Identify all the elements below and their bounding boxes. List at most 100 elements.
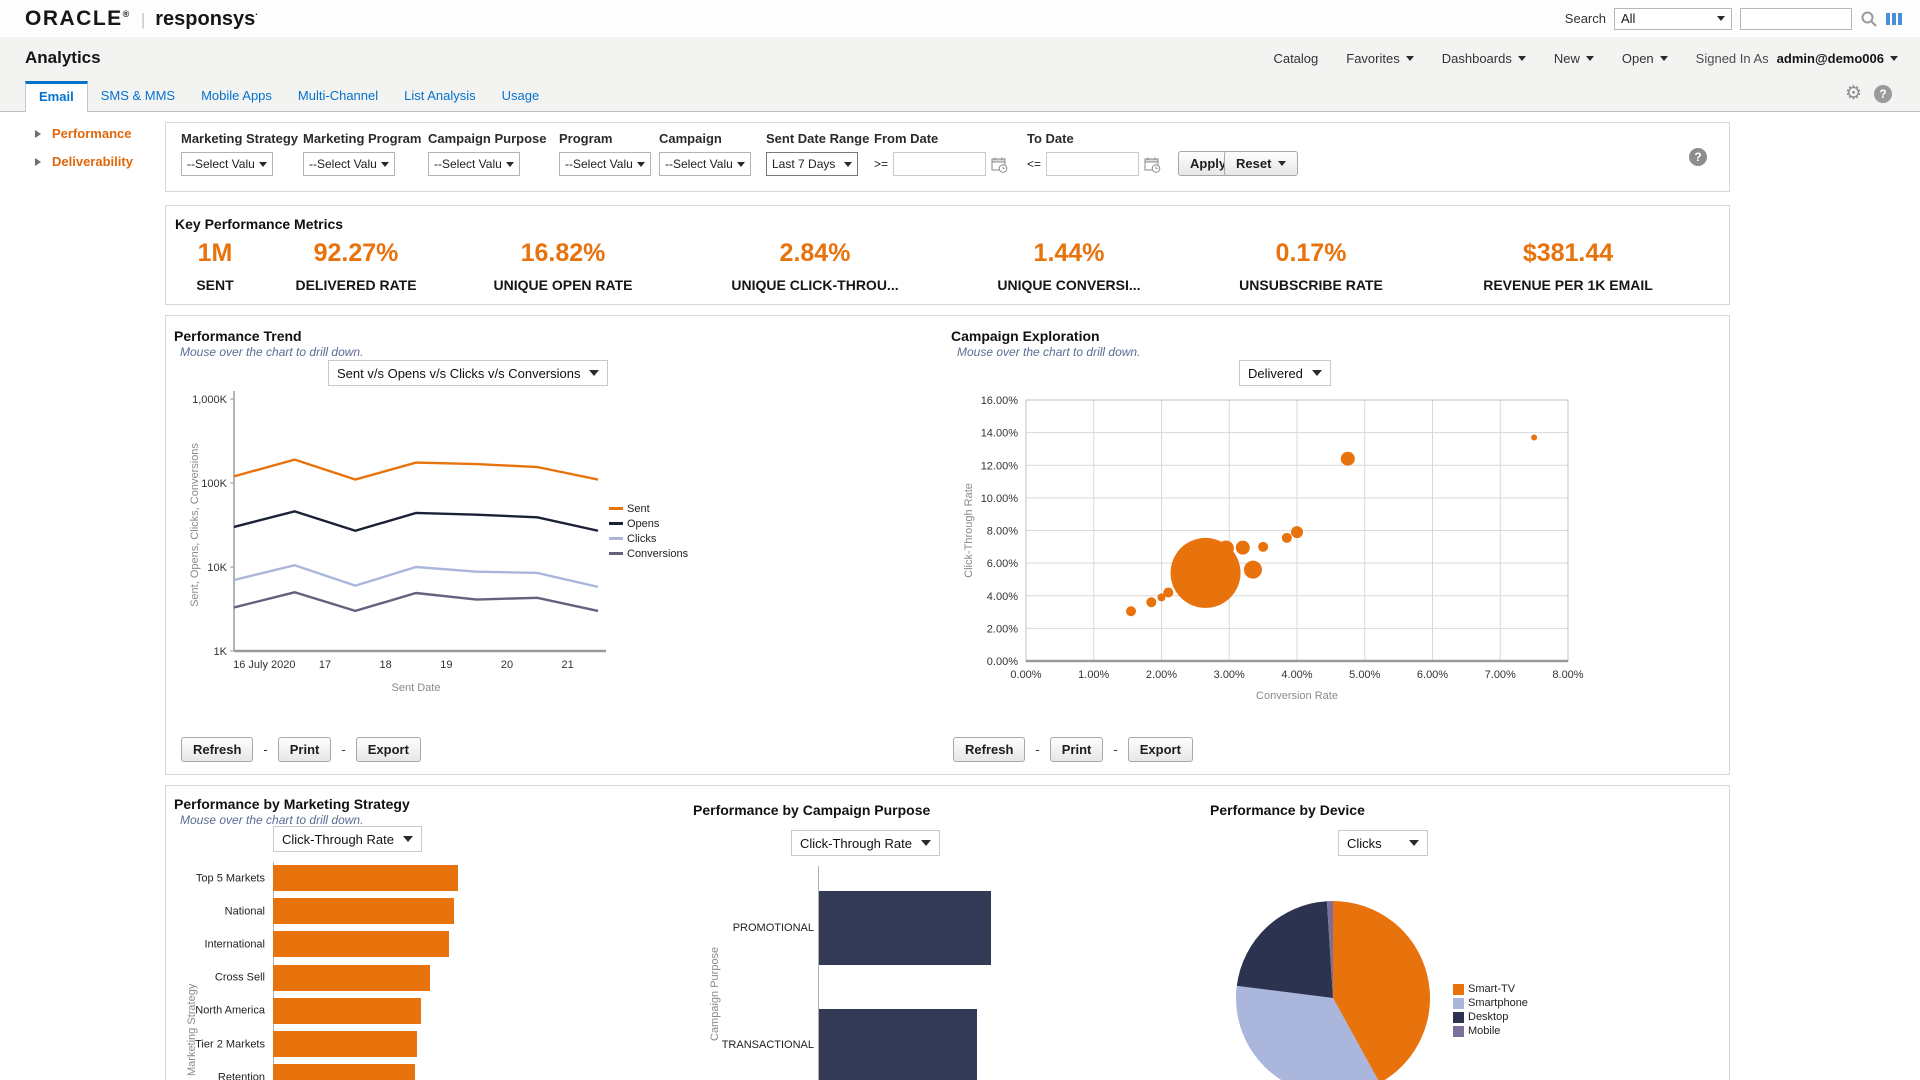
tab-multi-channel[interactable]: Multi-Channel	[297, 88, 379, 103]
strategy-title: Performance by Marketing Strategy	[174, 796, 410, 812]
series-conversions	[233, 591, 599, 613]
campaign-purpose-select[interactable]: --Select Valu	[428, 152, 520, 176]
tab-email[interactable]: Email	[25, 81, 88, 112]
reset-button[interactable]: Reset	[1224, 151, 1299, 176]
bar-row[interactable]: International	[166, 928, 506, 961]
performance-trend-chart[interactable]: 1K 10K 100K 1,000K 16 July 2020 17 18 19 20 21 Sen…	[186, 371, 746, 701]
svg-text:1K: 1K	[214, 646, 228, 658]
refresh-button[interactable]: Refresh	[181, 737, 254, 762]
menu-item-dashboards[interactable]: Dashboards	[1442, 51, 1526, 66]
metric-sent: 1M SENT	[196, 239, 234, 293]
print-button[interactable]: Print	[1049, 737, 1104, 762]
bar-row[interactable]: Retention	[166, 1061, 506, 1080]
chevron-down-icon	[1405, 56, 1414, 61]
from-date-operator: >=	[874, 157, 889, 171]
bubble	[1291, 526, 1303, 539]
bar-row[interactable]: Tier 2 Markets	[166, 1028, 506, 1061]
sidebar-item-deliverability[interactable]: Deliverability	[35, 154, 157, 169]
chevron-down-icon	[737, 161, 745, 167]
bar-label: International	[204, 938, 265, 951]
exploration-subtitle: Mouse over the chart to drill down.	[957, 345, 1141, 359]
strategy-metric-select[interactable]: Click-Through Rate	[273, 826, 422, 852]
sent-date-range-select[interactable]: Last 7 Days	[766, 152, 858, 176]
pie-slice-desktop	[1236, 901, 1333, 998]
bar-label: Tier 2 Markets	[195, 1037, 265, 1050]
bar[interactable]	[273, 865, 458, 891]
program-select[interactable]: --Select Valu	[559, 152, 651, 176]
bar-row[interactable]: Top 5 Markets	[166, 862, 506, 895]
menu-item-catalog[interactable]: Catalog	[1273, 51, 1319, 66]
bar-row[interactable]: Cross Sell	[166, 962, 506, 995]
device-legend: Smart-TV Smartphone Desktop Mobile	[1453, 983, 1528, 1039]
bubble	[1243, 560, 1262, 579]
print-button[interactable]: Print	[277, 737, 332, 762]
bar[interactable]	[273, 898, 454, 925]
bar-label: TRANSACTIONAL	[721, 1039, 814, 1051]
campaign-select[interactable]: --Select Valu	[659, 152, 751, 176]
menu-item-open[interactable]: Open	[1622, 51, 1668, 66]
marketing-strategy-select[interactable]: --Select Valu	[181, 152, 273, 176]
svg-text:1.00%: 1.00%	[1078, 669, 1109, 681]
search-icon[interactable]	[1860, 10, 1878, 28]
refresh-button[interactable]: Refresh	[953, 737, 1026, 762]
from-date-input[interactable]	[893, 152, 987, 176]
calendar-icon[interactable]	[991, 156, 1008, 173]
to-date-input[interactable]	[1046, 152, 1140, 176]
bar-row[interactable]: North America	[166, 995, 506, 1028]
bar[interactable]	[273, 1064, 415, 1080]
bar-row[interactable]: National	[166, 895, 506, 928]
svg-text:19: 19	[440, 659, 452, 671]
expand-arrow-icon[interactable]	[35, 157, 41, 166]
kpm-title: Key Performance Metrics	[175, 216, 344, 232]
export-button[interactable]: Export	[355, 737, 421, 762]
strategy-bar-chart[interactable]: Top 5 Markets National International Cross …	[166, 862, 506, 1080]
calendar-icon[interactable]	[1144, 156, 1161, 173]
svg-text:Sent Date: Sent Date	[392, 682, 441, 694]
chevron-down-icon	[1517, 56, 1526, 61]
purpose-metric-select[interactable]: Click-Through Rate	[791, 830, 940, 856]
search-scope-select[interactable]: All	[1614, 7, 1732, 30]
bar[interactable]	[273, 997, 421, 1024]
to-date-operator: <=	[1027, 157, 1042, 171]
svg-text:2.00%: 2.00%	[987, 623, 1018, 635]
user-menu[interactable]: admin@demo006	[1777, 51, 1898, 66]
legend-item: Desktop	[1453, 1011, 1528, 1023]
bar[interactable]	[273, 964, 430, 991]
bar[interactable]	[273, 931, 449, 958]
tab-sms-mms[interactable]: SMS & MMS	[100, 88, 176, 103]
columns-icon[interactable]	[1886, 12, 1902, 25]
trend-metric-select[interactable]: Sent v/s Opens v/s Clicks v/s Conversion…	[328, 360, 609, 386]
exploration-actions: Refresh - Print - Export	[953, 737, 1193, 762]
tab-mobile-apps[interactable]: Mobile Apps	[201, 88, 272, 103]
device-metric-select[interactable]: Clicks	[1338, 830, 1428, 856]
marketing-program-select[interactable]: --Select Valu	[303, 152, 395, 176]
search-input[interactable]	[1740, 7, 1852, 30]
chevron-down-icon	[1278, 161, 1287, 166]
gear-icon[interactable]: ⚙	[1844, 83, 1862, 104]
bar-label: PROMOTIONAL	[732, 922, 814, 934]
bar-label: Top 5 Markets	[195, 871, 265, 884]
menu-item-new[interactable]: New	[1554, 51, 1594, 66]
sidebar-item-performance[interactable]: Performance	[35, 126, 157, 141]
exploration-metric-select[interactable]: Delivered	[1239, 360, 1331, 386]
tab-list-analysis[interactable]: List Analysis	[404, 88, 476, 103]
menu-item-favorites[interactable]: Favorites	[1346, 51, 1414, 66]
tab-usage[interactable]: Usage	[501, 88, 540, 103]
legend-item: Smart-TV	[1453, 983, 1528, 995]
filter-program: Program --Select Valu	[559, 131, 651, 176]
chevron-down-icon	[1659, 56, 1668, 61]
filter-help-icon[interactable]: ?	[1689, 148, 1707, 166]
campaign-exploration-chart[interactable]: 0.00% 2.00% 4.00% 6.00% 8.00% 10.00% 12.00% 14.…	[956, 371, 1596, 701]
responsys-logo: responsys·	[155, 7, 259, 30]
bar[interactable]	[273, 1031, 417, 1057]
pie-slice-mobile	[1326, 901, 1333, 998]
help-icon[interactable]: ?	[1874, 84, 1892, 103]
svg-text:10.00%: 10.00%	[981, 493, 1019, 505]
svg-text:Conversions: Conversions	[627, 548, 689, 560]
export-button[interactable]: Export	[1127, 737, 1193, 762]
device-pie-chart[interactable]	[1206, 868, 1506, 1080]
bar[interactable]	[819, 891, 991, 965]
expand-arrow-icon[interactable]	[35, 129, 41, 138]
bar[interactable]	[819, 1009, 977, 1080]
brand-separator: |	[140, 9, 146, 29]
